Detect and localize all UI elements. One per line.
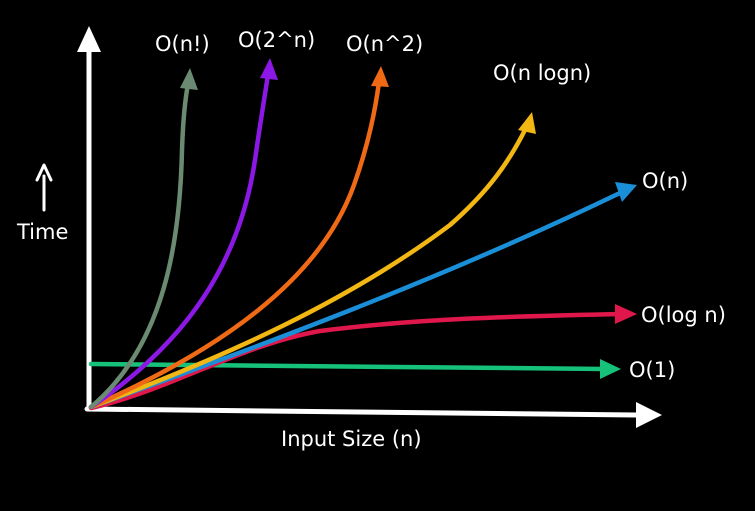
label-linear: O(n) bbox=[642, 169, 688, 193]
label-log: O(log n) bbox=[641, 303, 726, 327]
x-axis-arrowhead bbox=[636, 402, 662, 428]
curves: O(1) O(log n) O(n) O(n logn) O(n^2) O(2^… bbox=[88, 28, 726, 411]
x-axis bbox=[84, 406, 641, 418]
axes bbox=[77, 26, 662, 428]
curve-exponential: O(2^n) bbox=[88, 28, 315, 410]
label-factorial: O(n!) bbox=[155, 32, 210, 56]
curve-nlogn: O(n logn) bbox=[88, 61, 591, 410]
label-nlogn: O(n logn) bbox=[493, 61, 591, 85]
label-constant: O(1) bbox=[629, 358, 675, 382]
y-axis-arrowhead bbox=[77, 26, 101, 52]
time-indicator: Time bbox=[16, 163, 68, 244]
label-quadratic: O(n^2) bbox=[346, 32, 423, 56]
curve-quadratic: O(n^2) bbox=[88, 32, 423, 410]
y-axis-label: Time bbox=[16, 220, 68, 244]
curve-factorial: O(n!) bbox=[88, 32, 210, 410]
label-exponential: O(2^n) bbox=[238, 28, 315, 52]
x-axis-label: Input Size (n) bbox=[281, 427, 422, 451]
curve-log: O(log n) bbox=[88, 303, 726, 411]
time-arrowhead-icon bbox=[35, 163, 53, 182]
